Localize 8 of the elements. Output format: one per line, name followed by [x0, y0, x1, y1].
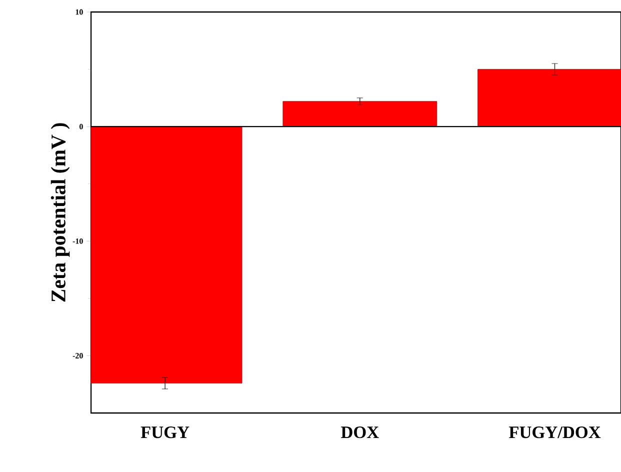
y-tick-label: 0	[80, 124, 83, 130]
y-tick-label: -20	[72, 353, 83, 358]
y-axis-title: Zeta potential (mV )	[50, 123, 70, 302]
y-tick-label: -10	[72, 238, 83, 244]
x-tick-label: FUGY	[140, 426, 190, 438]
y-tick-label: 10	[76, 9, 83, 15]
x-tick-label: DOX	[341, 426, 379, 438]
x-tick-label: FUGY/DOX	[508, 426, 601, 438]
